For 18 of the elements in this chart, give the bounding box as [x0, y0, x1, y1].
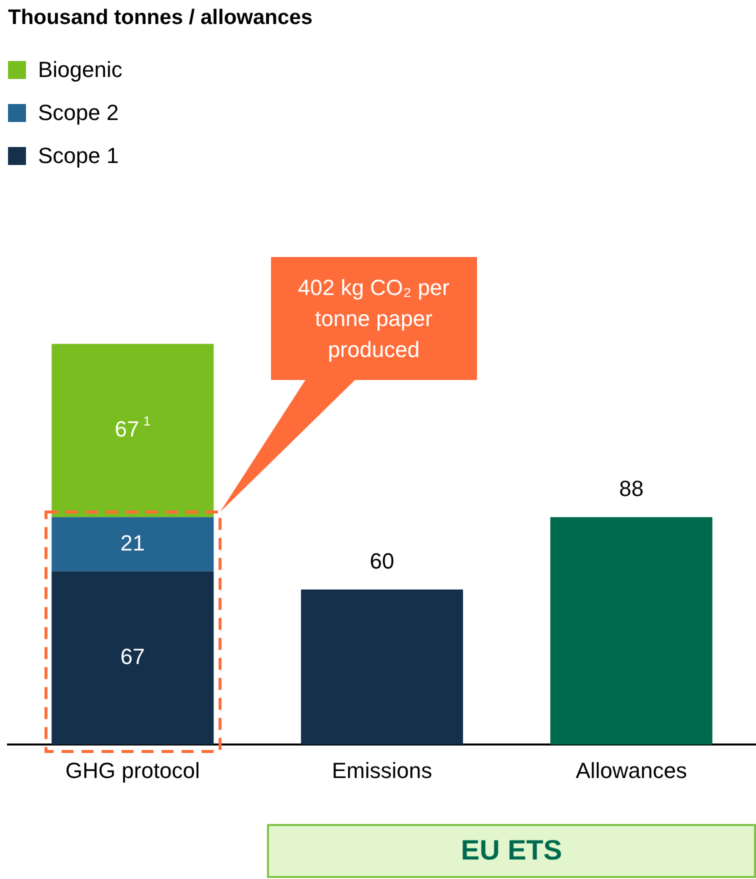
data-label: 21: [120, 530, 145, 556]
bar: [550, 517, 712, 745]
data-label: 67: [120, 644, 145, 670]
x-tick-label: GHG protocol: [65, 758, 200, 783]
annotation: 402 kg CO₂ per tonne paper produced: [296, 274, 450, 364]
legend-label: Scope 1: [38, 142, 119, 168]
bar: [52, 517, 214, 572]
text: EU ETS: [460, 834, 562, 866]
chart-title: Thousand tonnes / allowances: [8, 6, 313, 30]
legend-label: Scope 2: [38, 100, 119, 126]
x-tick-label: Emissions: [332, 758, 432, 783]
legend-label: Biogenic: [38, 56, 122, 82]
speech-bubble: 402 kg CO₂ per tonne paper produced: [218, 257, 477, 514]
data-label: 88: [619, 476, 644, 502]
bar: [52, 571, 214, 745]
x-tick-label: Allowances: [576, 758, 687, 783]
bar: [52, 344, 214, 518]
data-label: 60: [370, 548, 394, 574]
